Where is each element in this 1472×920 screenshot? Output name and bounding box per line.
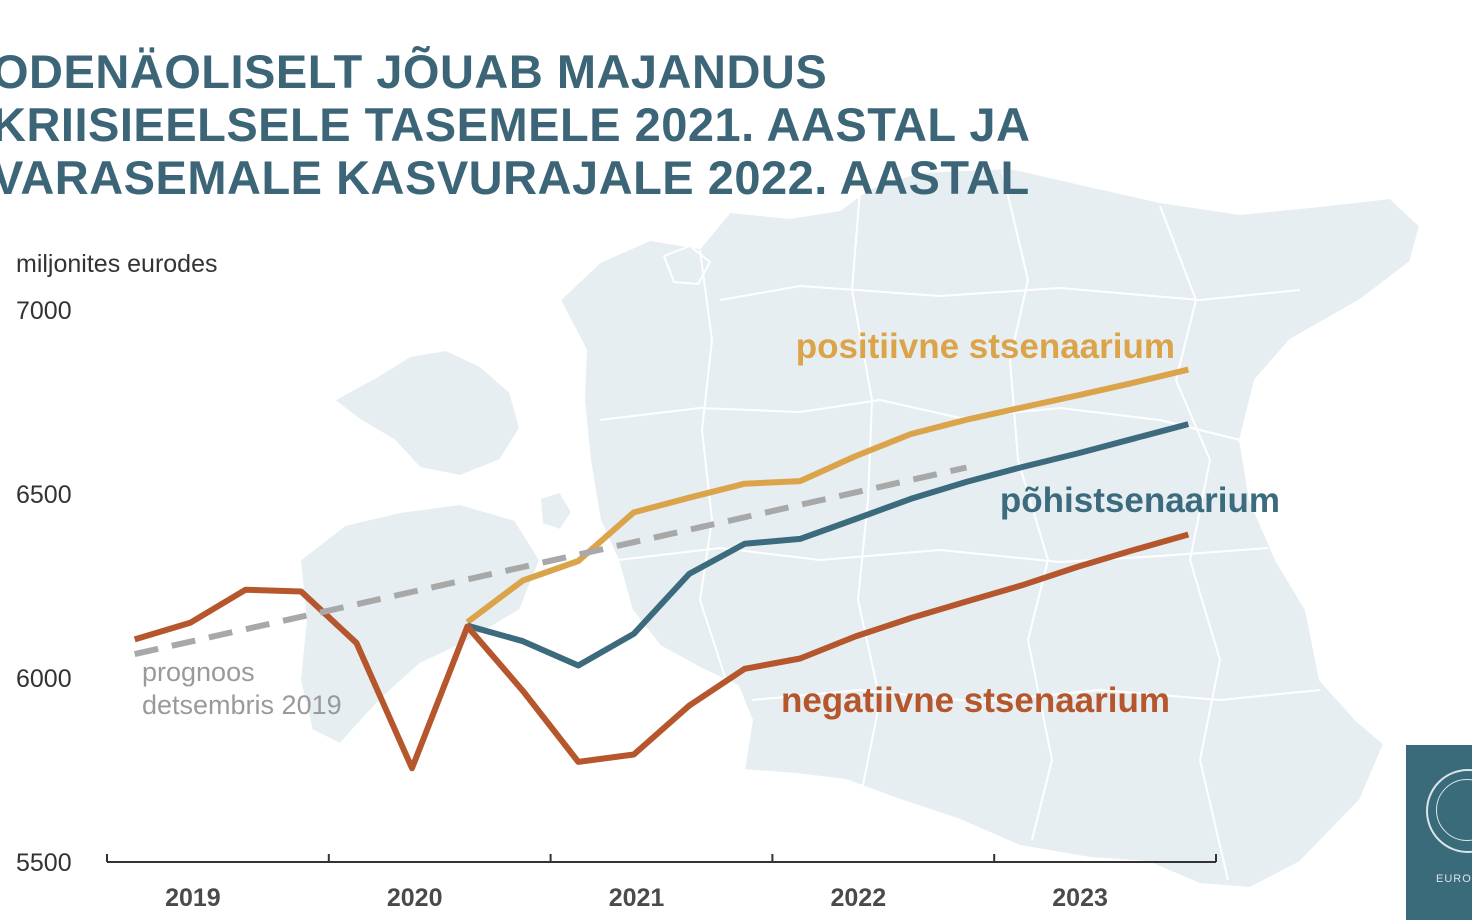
county-border xyxy=(751,689,1321,703)
county-border xyxy=(719,285,1301,301)
county-border xyxy=(599,399,1241,441)
y-axis-unit-label: miljonites eurodes xyxy=(16,250,218,278)
saaremaa-shape xyxy=(299,503,541,745)
series-label-forecast: prognoos xyxy=(142,657,255,687)
series-label-positive: positiivne stsenaarium xyxy=(796,327,1175,366)
county-border xyxy=(699,249,727,681)
logo-text: EUROSÜSTEEM xyxy=(1436,873,1472,885)
series-label-forecast: detsembris 2019 xyxy=(142,690,342,720)
y-tick-label: 6000 xyxy=(16,665,72,693)
x-tick-label: 2023 xyxy=(1052,884,1108,912)
mainland-shape xyxy=(559,167,1421,889)
series-label-negative: negatiivne stsenaarium xyxy=(781,681,1170,720)
x-tick-label: 2021 xyxy=(609,884,665,912)
y-tick-label: 7000 xyxy=(16,297,72,325)
island-small-1 xyxy=(539,491,573,531)
series-line-base xyxy=(466,421,1190,669)
y-tick-label: 6500 xyxy=(16,481,72,509)
series-label-base: põhistsenaarium xyxy=(1000,481,1280,520)
x-tick-label: 2022 xyxy=(830,884,886,912)
county-border xyxy=(617,547,1269,563)
x-tick-label: 2019 xyxy=(165,884,221,912)
chart-title-line-2: KRIISIEELSELE TASEMELE 2021. AASTAL JA xyxy=(0,98,1031,151)
y-tick-label: 5500 xyxy=(16,849,72,877)
series-line-negative xyxy=(133,531,1190,772)
hiiumaa-shape xyxy=(333,349,521,477)
county-border xyxy=(1001,169,1053,841)
x-tick-label: 2020 xyxy=(387,884,443,912)
chart-title-line-3: VARASEMALE KASVURAJALE 2022. AASTAL xyxy=(0,151,1030,204)
county-border xyxy=(1159,205,1229,881)
eesti-pank-logo: EUROSÜSTEEM xyxy=(1406,745,1472,920)
chart-title-line-1: ODENÄOLISELT JÕUAB MAJANDUS xyxy=(0,45,828,98)
series-line-forecast xyxy=(134,464,968,658)
seal-emblem xyxy=(1426,769,1472,853)
